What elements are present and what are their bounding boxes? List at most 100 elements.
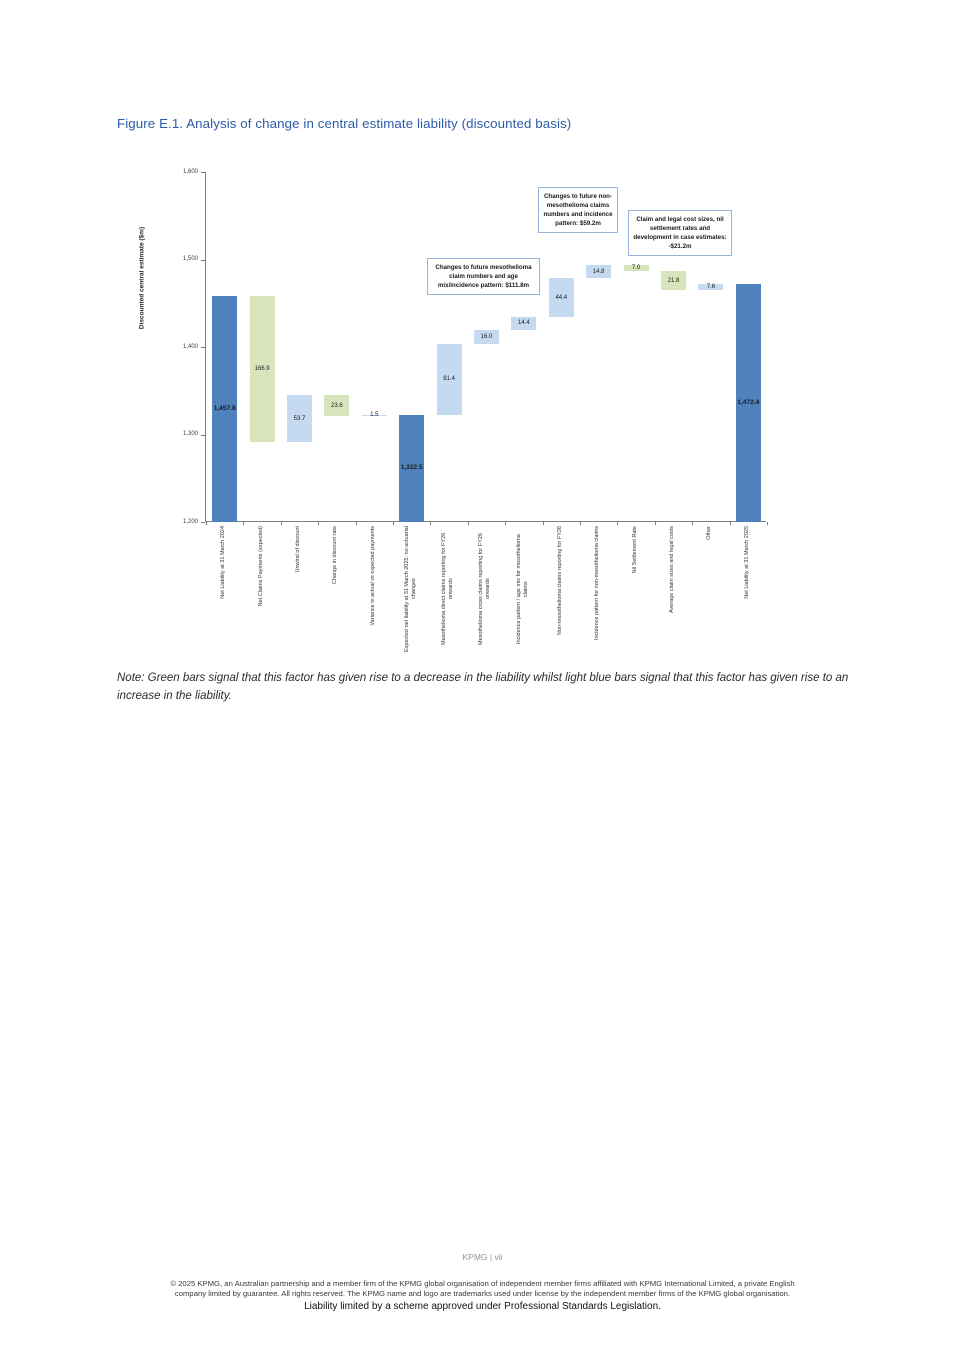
bar-value-label: 14.4: [518, 320, 530, 327]
y-axis-tick-mark: [201, 259, 205, 261]
x-axis-label: Average claim sizes and legal costs: [668, 526, 675, 614]
bar-value-label: 1.5: [370, 412, 379, 419]
bar-value-label: 7.0: [631, 265, 641, 272]
waterfall-bar: [324, 395, 350, 417]
x-axis-tick-mark: [692, 522, 694, 525]
x-axis-label: Incidence pattern / age mix for mesothel…: [515, 534, 529, 644]
bar-value-label: 53.7: [293, 415, 306, 422]
y-axis-tick-mark: [201, 347, 205, 348]
x-axis-label-slot: Net Claims Payments (expected): [242, 526, 279, 658]
waterfall-bar: [249, 296, 275, 443]
x-axis-label: Expected net liability at 31 March 2025:…: [403, 526, 417, 652]
waterfall-bar: [735, 283, 761, 522]
y-axis-tick-mark: [201, 172, 205, 173]
x-axis-label-slot: Average claim sizes and legal costs: [654, 526, 691, 658]
waterfall-bar: [661, 271, 686, 291]
bar-value-label: 166.9: [254, 366, 270, 373]
x-axis-label: Nil Settlement Rate: [631, 526, 638, 574]
x-axis-label: Net Liability at 31 March 2025: [743, 526, 750, 599]
x-axis-tick-mark: [467, 522, 469, 525]
bar-value-label: 16.0: [480, 333, 493, 340]
x-axis-label: Mesothelioma direct claims reporting for…: [441, 532, 455, 646]
x-axis-label-slot: Unwind of discount: [280, 526, 317, 658]
y-axis-tick-label: 1,500: [182, 256, 198, 262]
x-axis-label-slot: Variance in actual vs expected payments: [355, 526, 392, 658]
y-axis-title: Discounted central estimate ($m): [138, 226, 146, 330]
x-axis-tick-mark: [542, 522, 544, 525]
x-axis-label: Non-mesothelioma claims reporting for FY…: [556, 526, 563, 636]
x-axis-tick-mark: [393, 522, 394, 525]
waterfall-bar: [361, 414, 387, 417]
waterfall-bar: [474, 329, 499, 344]
annotation-mesothelioma-changes: Changes to future mesothelioma claim num…: [427, 258, 540, 295]
x-axis-tick-mark: [729, 522, 731, 525]
footer-page-label: KPMG | vii: [462, 1252, 503, 1262]
x-axis-tick-mark: [206, 522, 207, 525]
bar-value-label: 14.8: [592, 268, 605, 275]
x-axis-tick-mark: [243, 522, 245, 525]
x-axis-label: Other: [706, 526, 713, 540]
figure-note: Note: Green bars signal that this factor…: [117, 672, 849, 703]
bar-value-label: 44.4: [555, 294, 568, 301]
waterfall-bar: [586, 265, 612, 279]
waterfall-bar: [511, 316, 537, 330]
x-axis-tick-mark: [355, 522, 357, 525]
x-axis-tick-mark: [430, 522, 432, 525]
x-axis-label-slot: Mesothelioma direct claims reporting for…: [429, 526, 466, 658]
x-axis-label: Incidence pattern for non-mesothelioma c…: [594, 526, 601, 641]
x-axis-label: Mesothelioma cross claims reporting for …: [478, 533, 492, 645]
waterfall-bar: [548, 278, 574, 317]
x-axis-label-slot: Expected net liability at 31 March 2025:…: [392, 526, 429, 658]
x-axis-label-slot: Other: [691, 526, 728, 658]
footer-copyright-line2: company limited by guarantee. All rights…: [174, 1289, 791, 1298]
bar-value-label: 1,472.4: [737, 398, 760, 406]
footer-copyright-line1: © 2025 KPMG, an Australian partnership a…: [170, 1279, 795, 1288]
x-axis-label-slot: Incidence pattern for non-mesothelioma c…: [579, 526, 616, 658]
annotation-claim-legal-cost-changes: Claim and legal cost sizes, nil settleme…: [628, 210, 732, 256]
x-axis-tick-mark: [767, 522, 768, 525]
plot-area: 1,457.8 166.9 53.7 23.6 1.5 1,322.5 81.4 16.0 14…: [205, 172, 768, 525]
x-axis-label-slot: Net Liability at 31 March 2025: [729, 526, 766, 658]
waterfall-bar: [399, 414, 425, 522]
x-axis-tick-mark: [617, 522, 619, 525]
y-axis-tick-label: 1,400: [182, 343, 198, 350]
y-axis-tick-label: 1,600: [182, 168, 198, 175]
bar-value-label: 81.4: [443, 376, 455, 383]
waterfall-bar: [212, 296, 238, 522]
x-axis-tick-mark: [580, 522, 581, 525]
x-axis-label: Net Claims Payments (expected): [257, 526, 264, 607]
bar-value-label: 21.8: [667, 277, 680, 284]
footer-liability-statement: Liability limited by a scheme approved u…: [304, 1301, 661, 1312]
x-axis-label-slot: Nil Settlement Rate: [616, 526, 653, 658]
waterfall-bar: [436, 343, 462, 415]
x-axis-label: Net Liability at 31 March 2024: [220, 526, 227, 599]
x-axis-tick-mark: [654, 522, 656, 525]
y-axis-tick-mark: [201, 434, 205, 436]
x-axis-label-slot: Net Liability at 31 March 2024: [205, 526, 242, 658]
bar-value-label: 1,457.8: [213, 405, 236, 413]
waterfall-bar: [623, 265, 649, 272]
x-axis-label-slot: Non-mesothelioma claims reporting for FY…: [542, 526, 579, 658]
y-axis-tick-label: 1,300: [182, 431, 198, 437]
x-axis-labels: Net Liability at 31 March 2024 Net Claims…: [205, 526, 766, 658]
x-axis-label: Unwind of discount: [294, 526, 301, 573]
x-axis-label: Variance in actual vs expected payments: [369, 526, 376, 626]
bar-value-label: 7.6: [706, 284, 716, 291]
footer-copyright: © 2025 KPMG, an Australian partnership a…: [0, 1279, 965, 1299]
bar-value-label: 1,322.5: [400, 464, 423, 472]
x-axis-label-slot: Incidence pattern / age mix for mesothel…: [504, 526, 541, 658]
x-axis-tick-mark: [318, 522, 320, 525]
waterfall-chart: Discounted central estimate ($m) 1,457.8…: [135, 160, 815, 660]
x-axis-tick-mark: [505, 522, 507, 525]
bar-value-label: 23.6: [331, 402, 343, 409]
waterfall-bar: [698, 283, 724, 291]
figure-title: Figure E.1. Analysis of change in centra…: [117, 116, 572, 131]
x-axis-label-slot: Mesothelioma cross claims reporting for …: [467, 526, 504, 658]
y-axis-tick-label: 1,200: [182, 518, 198, 525]
waterfall-bar: [287, 395, 312, 443]
x-axis-label: Change in discount rate: [332, 526, 339, 585]
annotation-non-mesothelioma-changes: Changes to future non-mesothelioma claim…: [538, 187, 618, 233]
x-axis-tick-mark: [280, 522, 282, 525]
x-axis-label-slot: Change in discount rate: [317, 526, 354, 658]
